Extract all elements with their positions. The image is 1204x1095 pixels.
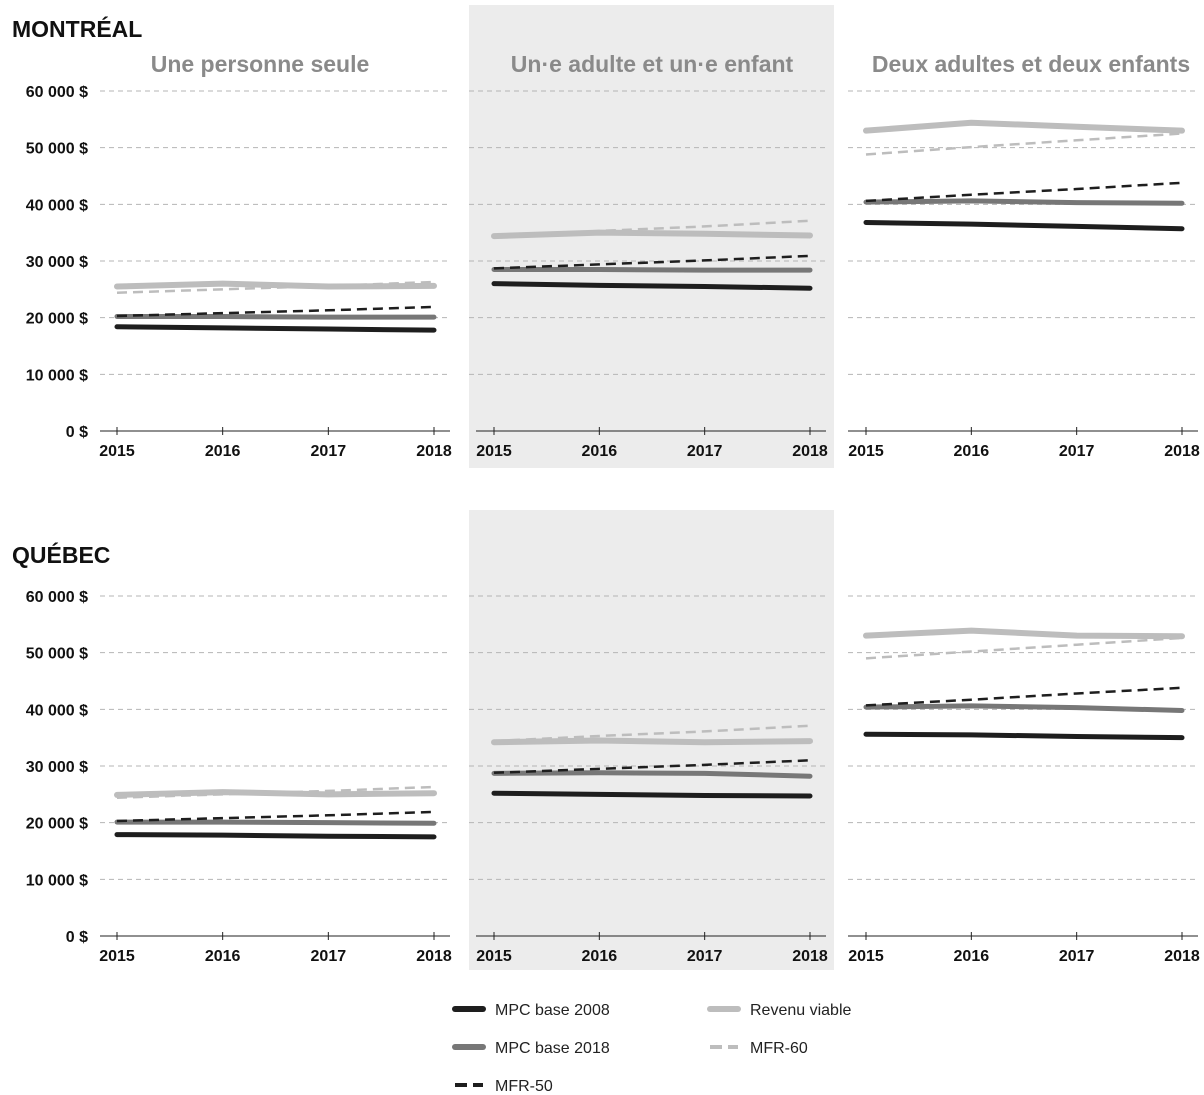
x-tick-label: 2016 [954, 948, 990, 965]
series-line-mfr50 [493, 254, 811, 270]
series-line-mfr60 [116, 785, 435, 799]
series-line-mfr50 [865, 181, 1183, 203]
series-line-mfr60 [116, 280, 435, 294]
legend: MPC base 2008 Revenu viable MPC base 2018 M… [452, 1002, 852, 1095]
region-title-quebec: QUÉBEC [12, 541, 110, 568]
series-line-mfr50 [865, 686, 1183, 707]
series-line-rv [863, 627, 1185, 640]
x-tick-label: 2015 [848, 443, 884, 460]
y-tick-label: 50 000 $ [26, 646, 88, 663]
series-line-mfr60 [865, 636, 1183, 660]
x-tick-label: 2017 [687, 443, 723, 460]
series-line-mpc2018 [114, 314, 437, 320]
y-tick-label: 0 $ [66, 424, 88, 441]
series-line-mpc2008 [114, 832, 437, 840]
y-tick-label: 60 000 $ [26, 589, 88, 606]
x-tick-label: 2016 [954, 443, 990, 460]
x-tick-label: 2015 [476, 948, 512, 965]
legend-label: MPC base 2008 [495, 1002, 610, 1019]
x-tick-label: 2017 [311, 443, 347, 460]
series-line-mpc2018 [114, 819, 437, 826]
series-line-rv [863, 119, 1185, 134]
chart-panel-4: 2015 2016 2017 2018 [469, 595, 828, 965]
panel-title-single: Une personne seule [151, 51, 370, 77]
y-tick-label: 10 000 $ [26, 872, 88, 889]
x-tick-label: 2015 [476, 443, 512, 460]
legend-item-mpc2018: MPC base 2018 [452, 1040, 610, 1057]
y-tick-label: 50 000 $ [26, 141, 88, 158]
chart-panel-3: 2015 2016 2017 2018 0 $ 10 000 $ 20 000 $ 30 00… [26, 589, 452, 965]
x-tick-label: 2016 [205, 443, 241, 460]
legend-label: MFR-60 [750, 1040, 808, 1057]
series-line-mfr50 [493, 759, 811, 775]
y-tick-label: 20 000 $ [26, 311, 88, 328]
panel-title-couple-two-children: Deux adultes et deux enfants [872, 51, 1190, 77]
x-tick-label: 2015 [99, 443, 135, 460]
x-tick-label: 2018 [416, 443, 452, 460]
y-tick-label: 30 000 $ [26, 254, 88, 271]
series-line-mpc2018 [863, 198, 1185, 206]
x-tick-label: 2017 [311, 948, 347, 965]
series-line-mpc2008 [863, 731, 1185, 741]
x-tick-label: 2017 [687, 948, 723, 965]
series-line-mpc2018 [863, 703, 1185, 713]
x-tick-label: 2018 [416, 948, 452, 965]
chart-panel-1: 2015 2016 2017 2018 [469, 90, 828, 460]
y-tick-label: 60 000 $ [26, 84, 88, 101]
region-title-montreal: MONTRÉAL [12, 15, 142, 42]
series-line-mfr50 [116, 305, 435, 318]
series-line-mfr50 [116, 810, 435, 823]
series-line-rv [491, 229, 813, 240]
chart-panel-2: 2015 2016 2017 2018 [848, 90, 1200, 460]
legend-label: Revenu viable [750, 1002, 852, 1019]
x-tick-label: 2016 [582, 948, 618, 965]
legend-item-rv: Revenu viable [707, 1002, 852, 1019]
legend-label: MPC base 2018 [495, 1040, 610, 1057]
y-tick-label: 0 $ [66, 929, 88, 946]
series-line-rv [114, 789, 437, 798]
x-tick-label: 2018 [1164, 948, 1200, 965]
x-tick-label: 2016 [205, 948, 241, 965]
chart-panel-0: 2015 2016 2017 2018 0 $ 10 000 $ 20 000 $ 30 00… [26, 84, 452, 460]
y-tick-label: 30 000 $ [26, 759, 88, 776]
series-line-mpc2008 [491, 281, 813, 291]
legend-item-mfr50: MFR-50 [455, 1078, 553, 1095]
series-line-mpc2018 [491, 267, 813, 273]
panel-title-single-parent: Un·e adulte et un·e enfant [511, 51, 794, 77]
series-line-mpc2008 [491, 790, 813, 799]
x-tick-label: 2018 [1164, 443, 1200, 460]
series-line-mpc2008 [863, 219, 1185, 232]
legend-item-mpc2008: MPC base 2008 [452, 1002, 610, 1019]
x-tick-label: 2016 [582, 443, 618, 460]
x-tick-label: 2015 [848, 948, 884, 965]
series-line-rv [114, 280, 437, 290]
x-tick-label: 2015 [99, 948, 135, 965]
series-line-mfr60 [865, 132, 1183, 156]
panels-layer: 2015 2016 2017 2018 0 $ 10 000 $ 20 000 $ 30 00… [26, 84, 1200, 965]
y-tick-label: 40 000 $ [26, 702, 88, 719]
x-tick-label: 2017 [1059, 948, 1095, 965]
legend-item-mfr60: MFR-60 [710, 1040, 808, 1057]
series-line-rv [491, 737, 813, 746]
y-tick-label: 40 000 $ [26, 197, 88, 214]
legend-label: MFR-50 [495, 1078, 553, 1095]
x-tick-label: 2017 [1059, 443, 1095, 460]
series-line-mfr60 [493, 724, 811, 743]
series-line-mpc2018 [491, 770, 813, 779]
series-line-mfr60 [493, 219, 811, 238]
series-line-mpc2008 [114, 324, 437, 333]
y-tick-label: 10 000 $ [26, 367, 88, 384]
chart-panel-5: 2015 2016 2017 2018 [848, 595, 1200, 965]
x-tick-label: 2018 [792, 443, 828, 460]
x-tick-label: 2018 [792, 948, 828, 965]
y-tick-label: 20 000 $ [26, 816, 88, 833]
